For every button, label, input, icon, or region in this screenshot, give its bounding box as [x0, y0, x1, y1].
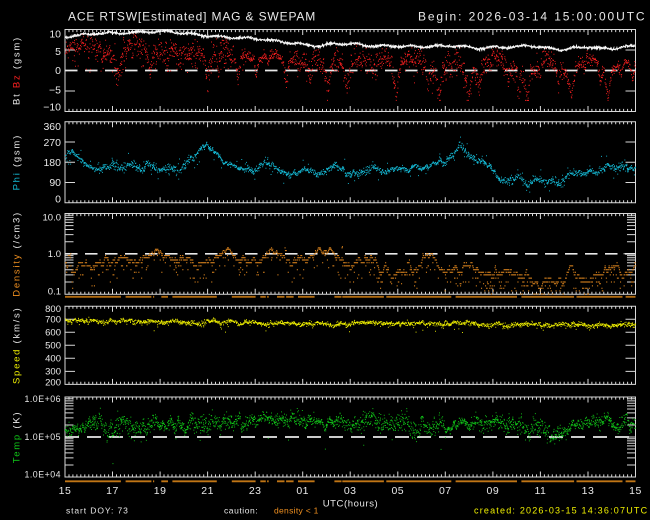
svg-text:19: 19 — [154, 485, 167, 497]
svg-text:Phi (gsm): Phi (gsm) — [12, 134, 23, 190]
svg-text:21: 21 — [201, 485, 214, 497]
svg-text:−5: −5 — [49, 85, 61, 97]
svg-text:200: 200 — [45, 378, 61, 389]
svg-text:Temp (K): Temp (K) — [12, 411, 23, 464]
svg-text:17: 17 — [106, 485, 119, 497]
svg-text:10.0: 10.0 — [43, 212, 62, 223]
svg-text:0: 0 — [55, 194, 61, 206]
svg-text:caution:: caution: — [224, 506, 258, 516]
svg-text:05: 05 — [391, 485, 404, 497]
svg-text:600: 600 — [45, 327, 61, 338]
svg-text:15: 15 — [629, 485, 642, 497]
svg-text:13: 13 — [582, 485, 595, 497]
svg-text:700: 700 — [45, 314, 61, 325]
svg-text:07: 07 — [439, 485, 452, 497]
svg-text:270: 270 — [43, 137, 61, 149]
svg-text:1.0E+05: 1.0E+05 — [24, 432, 61, 442]
svg-text:Begin: 2026-03-14 15:00:00UTC: Begin: 2026-03-14 15:00:00UTC — [418, 10, 647, 24]
svg-text:01: 01 — [296, 485, 309, 497]
svg-text:400: 400 — [45, 353, 61, 364]
svg-text:09: 09 — [487, 485, 500, 497]
svg-text:23: 23 — [249, 485, 262, 497]
svg-text:−10: −10 — [43, 102, 61, 114]
svg-text:5: 5 — [55, 46, 61, 58]
svg-text:density < 1: density < 1 — [274, 506, 319, 516]
svg-text:10: 10 — [49, 28, 61, 40]
svg-text:90: 90 — [49, 177, 61, 189]
svg-text:ACE RTSW[Estimated] MAG & SWEP: ACE RTSW[Estimated] MAG & SWEPAM — [68, 10, 316, 24]
svg-text:15: 15 — [59, 485, 72, 497]
svg-text:Density (/cm3): Density (/cm3) — [12, 211, 23, 297]
svg-text:UTC(hours): UTC(hours) — [323, 499, 379, 510]
svg-text:1.0E+04: 1.0E+04 — [24, 469, 61, 479]
svg-text:Speed (km/s): Speed (km/s) — [12, 307, 23, 385]
svg-text:start DOY: 73: start DOY: 73 — [66, 506, 129, 516]
svg-text:800: 800 — [45, 304, 61, 315]
svg-text:03: 03 — [344, 485, 357, 497]
svg-text:0: 0 — [55, 65, 61, 77]
svg-text:1.0: 1.0 — [48, 249, 61, 260]
svg-text:500: 500 — [45, 340, 61, 351]
svg-text:Bt Bz (gsm): Bt Bz (gsm) — [12, 36, 23, 105]
svg-text:1.0E+06: 1.0E+06 — [24, 394, 61, 404]
svg-text:0.1: 0.1 — [48, 287, 61, 298]
svg-text:11: 11 — [534, 485, 546, 497]
svg-text:300: 300 — [45, 367, 61, 378]
svg-text:360: 360 — [43, 121, 61, 133]
svg-text:created: 2026-03-15 14:36:07UT: created: 2026-03-15 14:36:07UTC — [474, 506, 648, 516]
svg-text:180: 180 — [43, 157, 61, 169]
